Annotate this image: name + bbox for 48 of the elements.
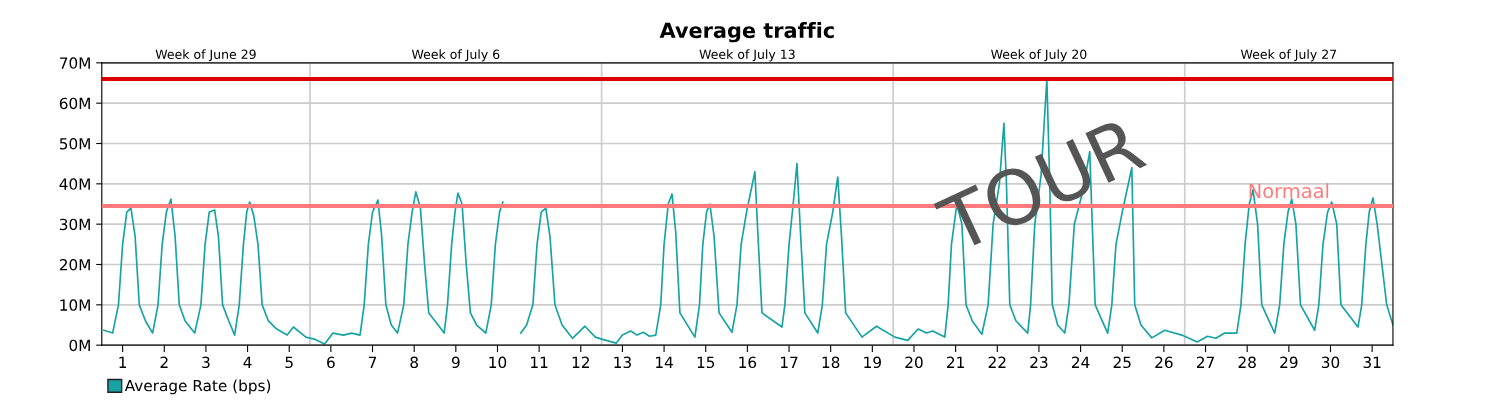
x-tick-label: 19 [864,356,881,369]
text: Week of July 13 [699,49,795,62]
x-tick-label: 5 [285,356,293,369]
ref-line-label: Normaal [1249,183,1329,199]
x-tick-label: 7 [368,356,377,368]
y-tick-label: 0M [69,339,90,352]
chart-title: Average traffic [659,22,834,43]
x-tick-label: 20 [905,356,923,369]
x-tick-label: 4 [243,356,252,368]
x-tick-label: 1 [119,356,127,368]
y-tick-label: 70M [60,57,90,69]
x-tick-label: 27 [1196,356,1214,368]
x-tick-label: 10 [489,356,507,369]
x-tick-label: 13 [614,356,631,369]
y-tick-label: 30M [59,218,90,231]
y-tick-label: 60M [59,97,90,110]
y-tick-label: 50M [59,137,90,150]
x-tick-label: 23 [1030,356,1048,369]
x-tick-label: 31 [1363,356,1381,369]
x-tick-label: 29 [1280,356,1298,369]
x-tick-label: 18 [822,356,840,369]
text: Week of July 27 [1240,49,1337,62]
y-tick-label: 20M [59,258,90,271]
x-tick-label: 8 [410,356,418,369]
text: Week of June 29 [155,49,256,62]
x-tick-label: 12 [572,356,589,368]
x-tick-label: 3 [202,356,210,369]
y-tick-label: 40M [59,178,90,190]
x-tick-label: 22 [988,356,1006,368]
x-tick-label: 14 [656,356,673,368]
x-tick-label: 21 [947,356,964,368]
x-tick-label: 30 [1321,356,1340,369]
legend-label: Average Rate (bps) [124,379,271,395]
annotation: TOUR [933,114,1148,255]
x-tick-label: 28 [1238,356,1256,369]
x-tick-label: 6 [327,356,335,369]
x-tick-label: 17 [780,356,798,368]
text: Week of July 20 [991,49,1087,62]
x-tick-label: 26 [1155,356,1173,369]
x-tick-label: 9 [451,356,460,369]
x-tick-label: 15 [697,356,715,369]
x-tick-label: 25 [1113,356,1131,369]
x-tick-label: 16 [739,356,757,369]
x-tick-label: 24 [1071,356,1090,368]
x-tick-label: 2 [160,356,168,368]
text: Week of July 6 [411,49,500,62]
x-tick-label: 11 [531,356,548,368]
y-tick-label: 10M [60,299,90,311]
